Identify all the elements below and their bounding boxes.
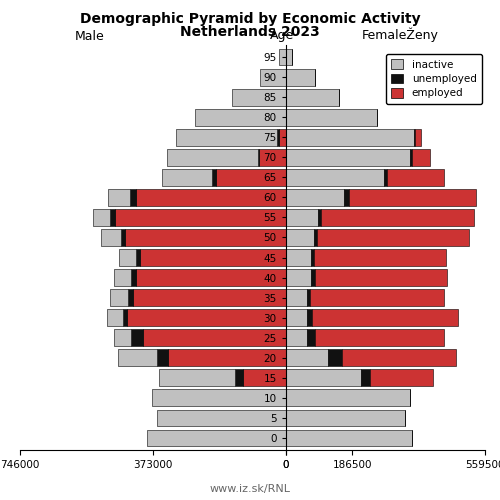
Bar — [286, 209, 318, 226]
Bar — [314, 229, 318, 246]
Bar — [152, 390, 286, 406]
Bar — [136, 269, 286, 286]
Bar — [286, 88, 339, 106]
Bar — [307, 310, 312, 326]
Bar — [286, 129, 414, 146]
Legend: inactive, unemployed, employed: inactive, unemployed, employed — [386, 54, 482, 104]
Bar — [132, 330, 143, 346]
Bar — [110, 209, 114, 226]
Bar — [128, 289, 132, 306]
Bar — [286, 430, 412, 446]
Bar — [114, 209, 286, 226]
Bar — [286, 310, 307, 326]
Bar — [286, 149, 410, 166]
Bar — [286, 269, 310, 286]
Bar — [286, 390, 410, 406]
Bar — [212, 169, 216, 186]
Bar — [232, 88, 285, 106]
Bar — [176, 129, 277, 146]
Bar — [162, 169, 212, 186]
Bar — [258, 149, 259, 166]
Bar — [384, 169, 387, 186]
Bar — [414, 129, 416, 146]
Bar — [114, 269, 132, 286]
Bar — [140, 249, 286, 266]
Bar — [410, 149, 412, 166]
Text: FemaleŽeny: FemaleŽeny — [362, 28, 438, 42]
Bar — [143, 330, 286, 346]
Bar — [243, 370, 286, 386]
Bar — [122, 310, 127, 326]
Bar — [130, 189, 136, 206]
Bar — [310, 249, 314, 266]
Text: Netherlands 2023: Netherlands 2023 — [180, 25, 320, 39]
Bar — [168, 350, 286, 366]
Bar — [126, 229, 286, 246]
Bar — [316, 269, 447, 286]
Bar — [312, 310, 458, 326]
Bar — [342, 350, 456, 366]
Bar — [328, 350, 342, 366]
Bar — [127, 310, 286, 326]
Bar — [286, 249, 310, 266]
Bar — [157, 350, 168, 366]
Bar — [147, 430, 286, 446]
Bar — [387, 169, 444, 186]
Bar — [195, 109, 286, 126]
Bar — [286, 289, 307, 306]
Bar — [235, 370, 243, 386]
Bar — [158, 370, 235, 386]
Bar — [158, 410, 286, 426]
Bar — [118, 350, 157, 366]
Bar — [318, 209, 321, 226]
Bar — [259, 149, 285, 166]
Bar — [136, 249, 140, 266]
Bar — [360, 370, 370, 386]
Bar — [286, 48, 292, 66]
Bar — [92, 209, 110, 226]
Text: www.iz.sk/RNL: www.iz.sk/RNL — [210, 484, 290, 494]
Bar — [260, 68, 285, 86]
Bar — [318, 229, 469, 246]
Bar — [307, 330, 316, 346]
Bar — [216, 169, 286, 186]
Bar — [286, 370, 360, 386]
Bar — [412, 149, 430, 166]
Bar — [136, 189, 286, 206]
Bar — [286, 229, 314, 246]
Text: Age: Age — [270, 30, 294, 43]
Bar — [310, 289, 444, 306]
Bar — [286, 109, 376, 126]
Bar — [101, 229, 121, 246]
Bar — [121, 229, 126, 246]
Bar — [370, 370, 433, 386]
Bar — [278, 129, 285, 146]
Bar — [108, 189, 130, 206]
Bar — [310, 269, 316, 286]
Bar — [321, 209, 474, 226]
Bar — [344, 189, 349, 206]
Bar — [286, 330, 307, 346]
Bar — [286, 350, 329, 366]
Bar — [349, 189, 476, 206]
Bar — [286, 189, 344, 206]
Text: Demographic Pyramid by Economic Activity: Demographic Pyramid by Economic Activity — [80, 12, 420, 26]
Bar — [166, 149, 258, 166]
Bar — [277, 129, 278, 146]
Bar — [416, 129, 422, 146]
Bar — [118, 249, 136, 266]
Bar — [110, 289, 128, 306]
Bar — [286, 410, 405, 426]
Bar — [307, 289, 310, 306]
Bar — [280, 48, 285, 66]
Bar — [106, 310, 122, 326]
Bar — [114, 330, 132, 346]
Bar — [314, 249, 446, 266]
Text: Male: Male — [75, 30, 105, 43]
Bar — [286, 169, 384, 186]
Bar — [132, 289, 286, 306]
Bar — [132, 269, 136, 286]
Bar — [286, 68, 315, 86]
Bar — [316, 330, 444, 346]
